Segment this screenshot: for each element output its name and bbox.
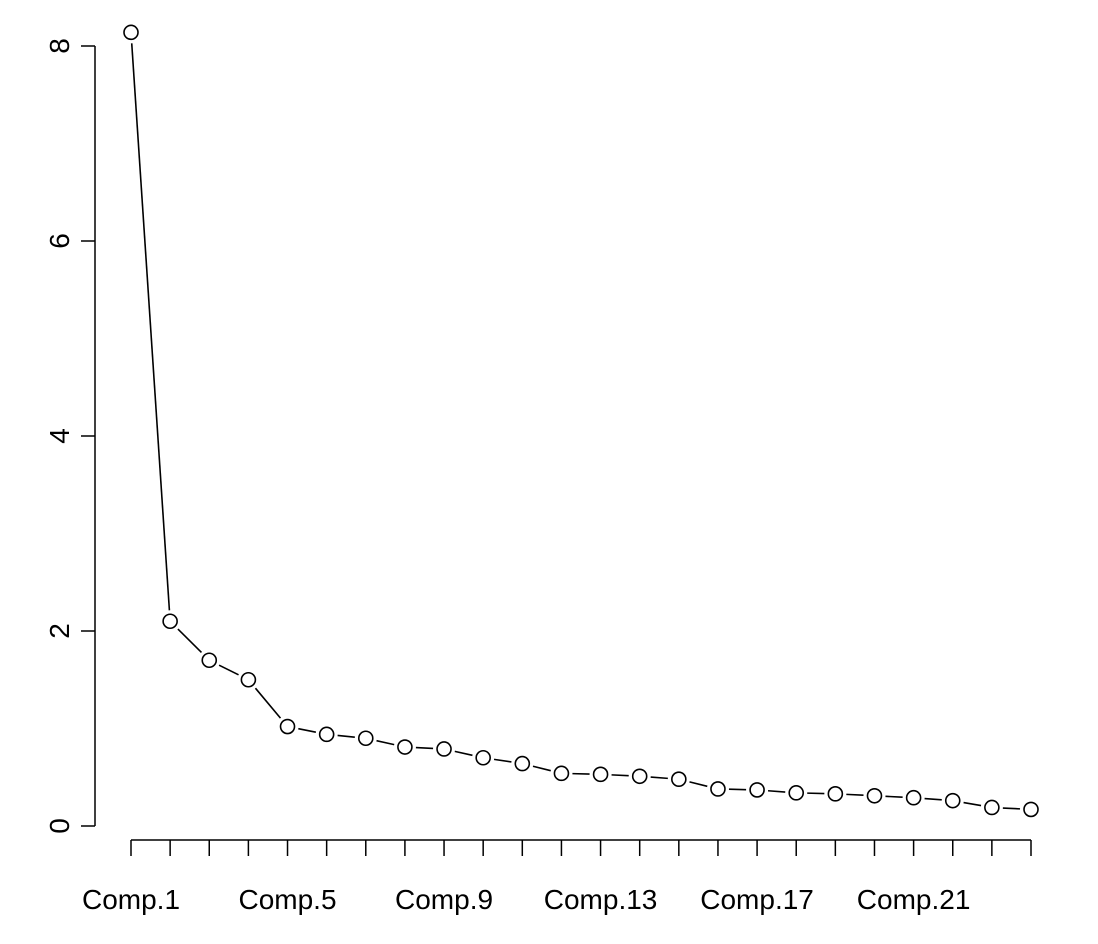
data-point	[984, 799, 1000, 816]
x-tick-label: Comp.1	[82, 884, 180, 915]
x-tick-label: Comp.5	[238, 884, 336, 915]
series-segment	[254, 687, 282, 719]
series-segment	[924, 797, 942, 801]
data-point	[436, 741, 452, 757]
data-point	[671, 771, 687, 788]
series-segment	[767, 789, 786, 793]
data-point	[240, 671, 257, 688]
series-segment	[376, 739, 395, 746]
data-point	[944, 792, 961, 809]
series-segment	[1002, 807, 1021, 810]
data-point	[827, 786, 844, 802]
data-point	[749, 782, 765, 798]
x-tick-label: Comp.13	[544, 884, 658, 915]
y-tick-label: 8	[44, 38, 75, 54]
y-tick-label: 6	[44, 233, 75, 249]
series-segment	[218, 664, 239, 676]
x-axis: Comp.1 Comp.5 Comp.9 Comp.13 Comp.17 Comp.21	[82, 839, 1032, 915]
data-point	[1023, 801, 1039, 818]
series-variances	[123, 24, 1039, 818]
data-point	[162, 613, 178, 630]
y-tick-label: 0	[44, 818, 75, 834]
data-point	[201, 652, 218, 669]
data-point	[631, 768, 648, 785]
data-point	[318, 726, 335, 743]
series-segment	[454, 750, 473, 757]
data-point	[357, 730, 374, 747]
data-point	[397, 739, 413, 755]
series-segment	[177, 628, 203, 654]
series-segment	[130, 43, 171, 611]
y-tick-label: 4	[44, 428, 75, 444]
series-segment	[415, 746, 434, 750]
data-point	[710, 781, 726, 797]
data-point	[279, 718, 296, 735]
data-point	[788, 785, 805, 801]
data-point	[905, 789, 922, 806]
series-segment	[963, 801, 982, 807]
series-segment	[689, 781, 708, 788]
data-point	[592, 766, 609, 783]
x-tick-label: Comp.9	[395, 884, 493, 915]
series-segment	[846, 793, 864, 797]
data-point	[553, 765, 570, 782]
series-segment	[493, 758, 512, 763]
data-point	[475, 749, 491, 766]
y-axis: 0 2 4 6 8	[44, 38, 96, 834]
series-segment	[650, 776, 668, 780]
y-tick-label: 2	[44, 623, 75, 639]
series-segment	[532, 765, 551, 772]
data-point	[123, 24, 139, 41]
series-segment	[885, 795, 903, 798]
series-segment	[337, 734, 355, 738]
data-point	[866, 787, 883, 804]
data-point	[514, 755, 531, 772]
series-segment	[298, 727, 317, 733]
x-tick-label: Comp.21	[857, 884, 971, 915]
series-segment	[611, 774, 629, 777]
x-tick-label: Comp.17	[700, 884, 814, 915]
